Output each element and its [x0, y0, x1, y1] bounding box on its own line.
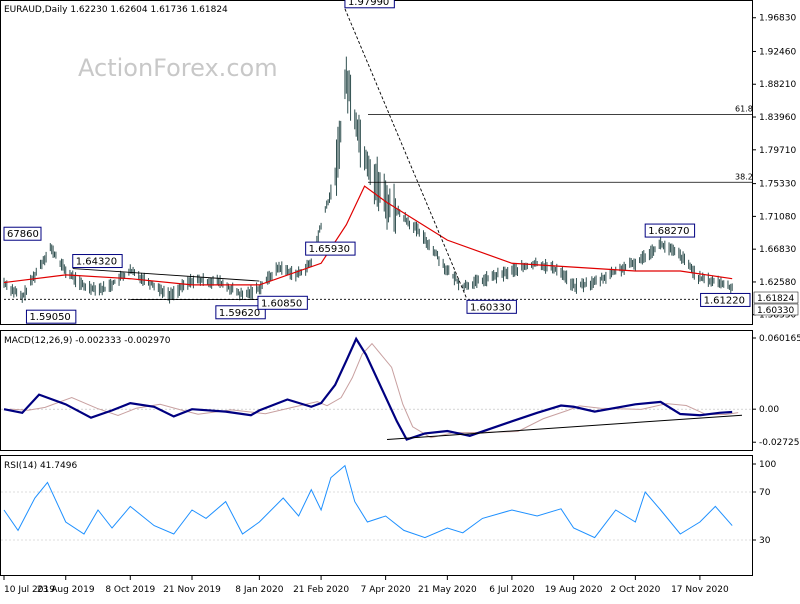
price-plot: 61.8 38.2 [3, 8, 753, 304]
macd-line [3, 336, 733, 441]
x-tick-label: 2 Oct 2020 [610, 585, 660, 595]
current-price-tag [753, 291, 799, 304]
rsi-pane-border [0, 455, 753, 576]
macd-signal-line [9, 342, 739, 439]
macd-plot [1, 336, 752, 441]
price-annotation-label: 1.61220 [704, 295, 745, 306]
price-annotation-label: 1.59620 [219, 308, 260, 319]
macd-y-tick-label: 0.00 [759, 405, 779, 415]
resistance-trendline [72, 268, 260, 282]
x-tick-label: 10 Jul 2019 [4, 585, 55, 595]
x-tick-label: 17 Nov 2020 [671, 585, 729, 595]
x-tick-label: 8 Oct 2019 [105, 585, 155, 595]
rsi-y-tick-label: 100 [759, 460, 776, 470]
rsi-y-tick-label: 30 [759, 536, 771, 546]
price-annotation-box [72, 254, 123, 269]
price-y-tick-label: 1.79710 [759, 146, 796, 156]
x-tick-label: 21 Nov 2019 [163, 585, 221, 595]
x-tick-label: 6 Jul 2020 [489, 585, 534, 595]
price-annotation-label: 1.59050 [29, 312, 70, 323]
price-y-tick-label: 1.75330 [759, 180, 796, 190]
axes: 1.96830 1.92460 1.88210 1.83960 1.79710 1.753… [3, 14, 800, 595]
price-y-tick-label: 1.71080 [759, 212, 796, 222]
rsi-y-tick-label: 70 [759, 488, 771, 498]
fib-level-label: 38.2 [735, 172, 753, 181]
macd-y-tick-label: -0.02725 [759, 438, 799, 448]
support-price-tag [753, 303, 799, 316]
macd-pane-header: MACD(12,26,9) -0.002333 -0.002970 [4, 336, 171, 346]
x-tick-label: 19 Aug 2020 [545, 585, 603, 595]
price-annotation-box [25, 309, 77, 324]
price-y-tick-label: 1.83960 [759, 113, 796, 123]
price-annotation-box [257, 295, 308, 310]
price-annotation-box [700, 292, 751, 307]
x-tick-label: 21 Feb 2020 [293, 585, 349, 595]
price-annotation-label: 1.65930 [309, 244, 350, 255]
price-annotation-label: 67860 [7, 229, 39, 240]
x-tick-label: 21 May 2020 [418, 585, 477, 595]
fib-level-label: 61.8 [735, 104, 753, 113]
current-price-label: 1.61824 [757, 294, 794, 304]
price-annotation-label: 1.97990 [348, 0, 389, 8]
price-annotation-box [305, 241, 356, 256]
price-annotation-box [466, 299, 517, 314]
rsi-line [3, 464, 733, 539]
price-annotation-box [644, 223, 696, 238]
price-annotation-label: 1.60850 [261, 298, 302, 309]
price-pane-border [0, 0, 753, 325]
price-y-tick-label: 1.92460 [759, 47, 796, 57]
price-y-tick-label: 1.96830 [759, 14, 796, 24]
macd-pane-border [0, 330, 753, 451]
rsi-pane-header: RSI(14) 41.7496 [4, 461, 77, 471]
watermark: ActionForex.com [78, 54, 278, 82]
price-annotation-label: 1.68270 [648, 226, 689, 237]
price-annotation-label: 1.64320 [76, 257, 117, 268]
price-annotation-box [215, 305, 266, 320]
price-y-tick-label: 1.66830 [759, 245, 796, 255]
price-y-tick-label: 1.88210 [759, 80, 796, 90]
price-annotation-box [344, 0, 395, 9]
x-tick-label: 8 Jan 2020 [235, 585, 283, 595]
x-tick-label: 7 Apr 2020 [361, 585, 411, 595]
support-price-label: 1.60330 [757, 306, 794, 316]
macd-y-tick-label: 0.060165 [759, 334, 800, 344]
x-tick-label: 23 Aug 2019 [37, 585, 95, 595]
annotations: 1.97990 67860 1.64320 1.59050 1.596201.60850… [3, 0, 751, 324]
price-y-tick-label: 1.58330 [759, 311, 796, 321]
sma-line [3, 185, 733, 286]
macd-trendline [386, 414, 743, 440]
decline-trendline [344, 8, 468, 300]
rsi-plot [1, 464, 752, 541]
price-annotation-box [3, 226, 42, 241]
price-y-tick-label: 1.62580 [759, 278, 796, 288]
price-pane-header: EURAUD,Daily 1.62230 1.62604 1.61736 1.6… [4, 5, 228, 15]
price-annotation-label: 1.60330 [470, 302, 511, 313]
